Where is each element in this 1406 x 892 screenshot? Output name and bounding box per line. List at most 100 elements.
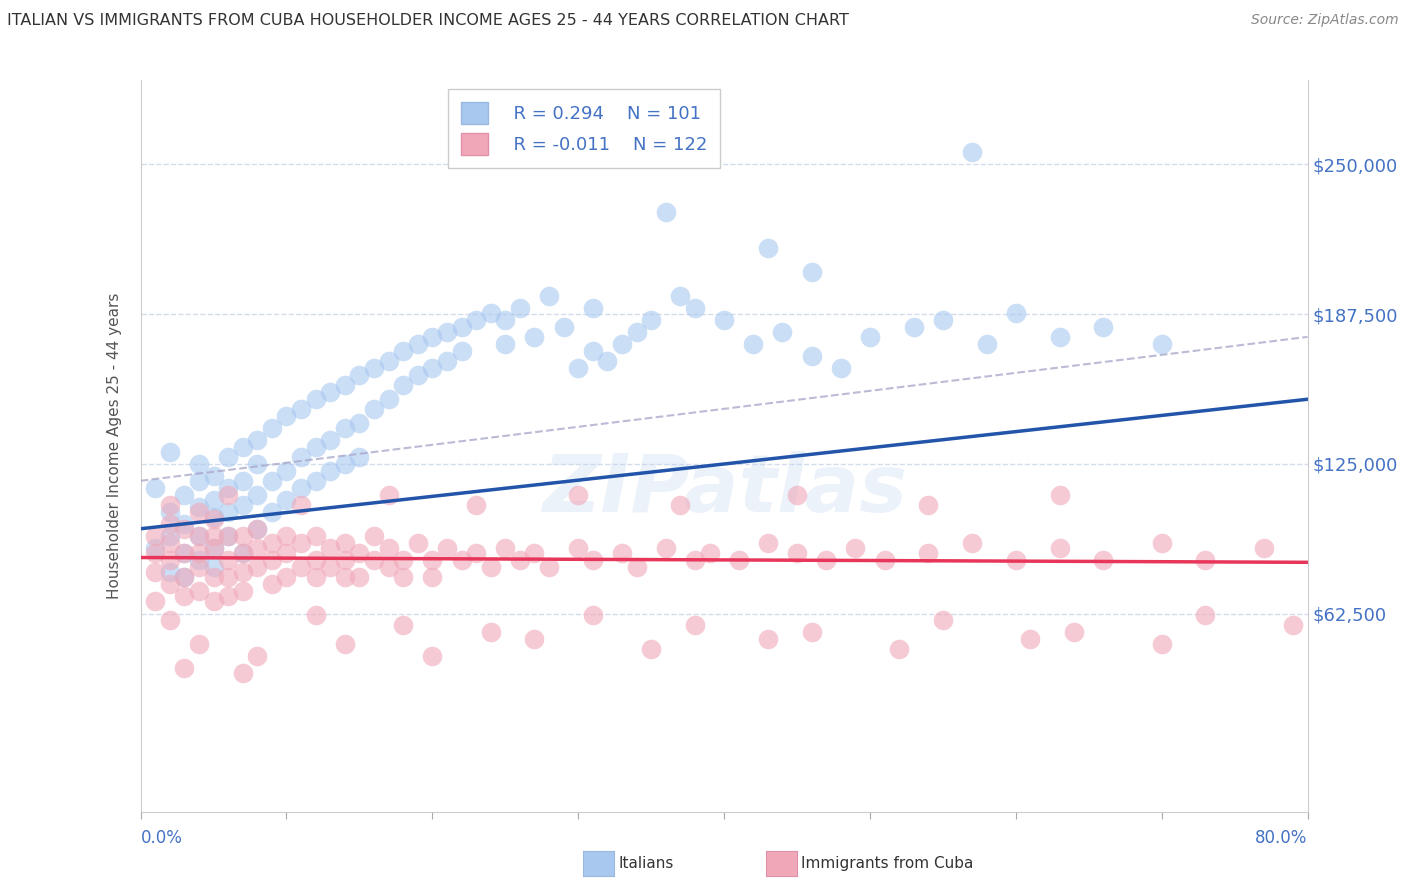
Point <box>640 641 662 656</box>
Point <box>713 313 735 327</box>
Point <box>333 570 356 584</box>
Point <box>276 492 298 507</box>
Point <box>188 529 211 543</box>
Point <box>683 301 706 315</box>
Point <box>406 337 429 351</box>
Point <box>305 608 328 623</box>
Point <box>305 570 328 584</box>
Point <box>567 361 589 376</box>
Point <box>188 584 211 599</box>
Point <box>422 553 444 567</box>
Point <box>756 241 779 255</box>
Point <box>202 593 225 607</box>
Point <box>217 553 239 567</box>
Point <box>188 474 211 488</box>
Point <box>800 349 823 363</box>
Point <box>349 416 371 430</box>
Point <box>669 498 692 512</box>
Point <box>276 409 298 423</box>
Point <box>260 536 283 550</box>
Point <box>1019 632 1042 646</box>
Point <box>465 313 488 327</box>
Point <box>786 546 808 560</box>
Point <box>232 529 254 543</box>
Point <box>377 392 399 407</box>
Point <box>173 546 195 560</box>
Point <box>246 648 269 663</box>
Point <box>188 546 211 560</box>
Point <box>246 560 269 574</box>
Point <box>582 608 605 623</box>
Text: ZIPatlas: ZIPatlas <box>541 450 907 529</box>
Point <box>246 541 269 555</box>
Point <box>610 337 633 351</box>
Point <box>377 354 399 368</box>
Point <box>363 553 385 567</box>
Point <box>143 529 166 543</box>
Point <box>800 624 823 639</box>
Point <box>290 536 312 550</box>
Point <box>815 553 838 567</box>
Point <box>217 488 239 502</box>
Point <box>553 320 575 334</box>
Point <box>406 368 429 383</box>
Point <box>494 313 516 327</box>
Point <box>523 330 546 344</box>
Point <box>392 344 415 359</box>
Point <box>960 145 983 160</box>
Point <box>143 593 166 607</box>
Point <box>333 536 356 550</box>
Point <box>173 661 195 675</box>
Point <box>1063 624 1085 639</box>
Point <box>756 632 779 646</box>
Point <box>800 265 823 279</box>
Point <box>756 536 779 550</box>
Point <box>276 570 298 584</box>
Point <box>377 541 399 555</box>
Point <box>173 522 195 536</box>
Point <box>683 617 706 632</box>
Point <box>173 546 195 560</box>
Point <box>159 553 181 567</box>
Text: Immigrants from Cuba: Immigrants from Cuba <box>801 856 974 871</box>
Point <box>202 469 225 483</box>
Point <box>976 337 998 351</box>
Point <box>1049 330 1071 344</box>
Point <box>143 541 166 555</box>
Point <box>232 440 254 454</box>
Point <box>903 320 925 334</box>
Point <box>669 289 692 303</box>
Point <box>188 637 211 651</box>
Point <box>917 546 939 560</box>
Point <box>202 541 225 555</box>
Point <box>873 553 896 567</box>
Point <box>450 320 472 334</box>
Point <box>276 546 298 560</box>
Point <box>349 450 371 464</box>
Point <box>232 546 254 560</box>
Point <box>159 536 181 550</box>
Point <box>582 301 605 315</box>
Point <box>683 553 706 567</box>
Text: ITALIAN VS IMMIGRANTS FROM CUBA HOUSEHOLDER INCOME AGES 25 - 44 YEARS CORRELATIO: ITALIAN VS IMMIGRANTS FROM CUBA HOUSEHOL… <box>7 13 849 29</box>
Point <box>436 354 458 368</box>
Point <box>1092 320 1115 334</box>
Point <box>699 546 721 560</box>
Point <box>188 529 211 543</box>
Point <box>260 421 283 435</box>
Point <box>217 529 239 543</box>
Point <box>217 450 239 464</box>
Point <box>1282 617 1305 632</box>
Point <box>1194 608 1216 623</box>
Point <box>333 457 356 471</box>
Point <box>202 529 225 543</box>
Point <box>246 522 269 536</box>
Point <box>173 516 195 531</box>
Point <box>1005 553 1028 567</box>
Point <box>889 641 911 656</box>
Point <box>319 433 342 447</box>
Point <box>1253 541 1275 555</box>
Point <box>392 553 415 567</box>
Point <box>932 313 955 327</box>
Point <box>232 546 254 560</box>
